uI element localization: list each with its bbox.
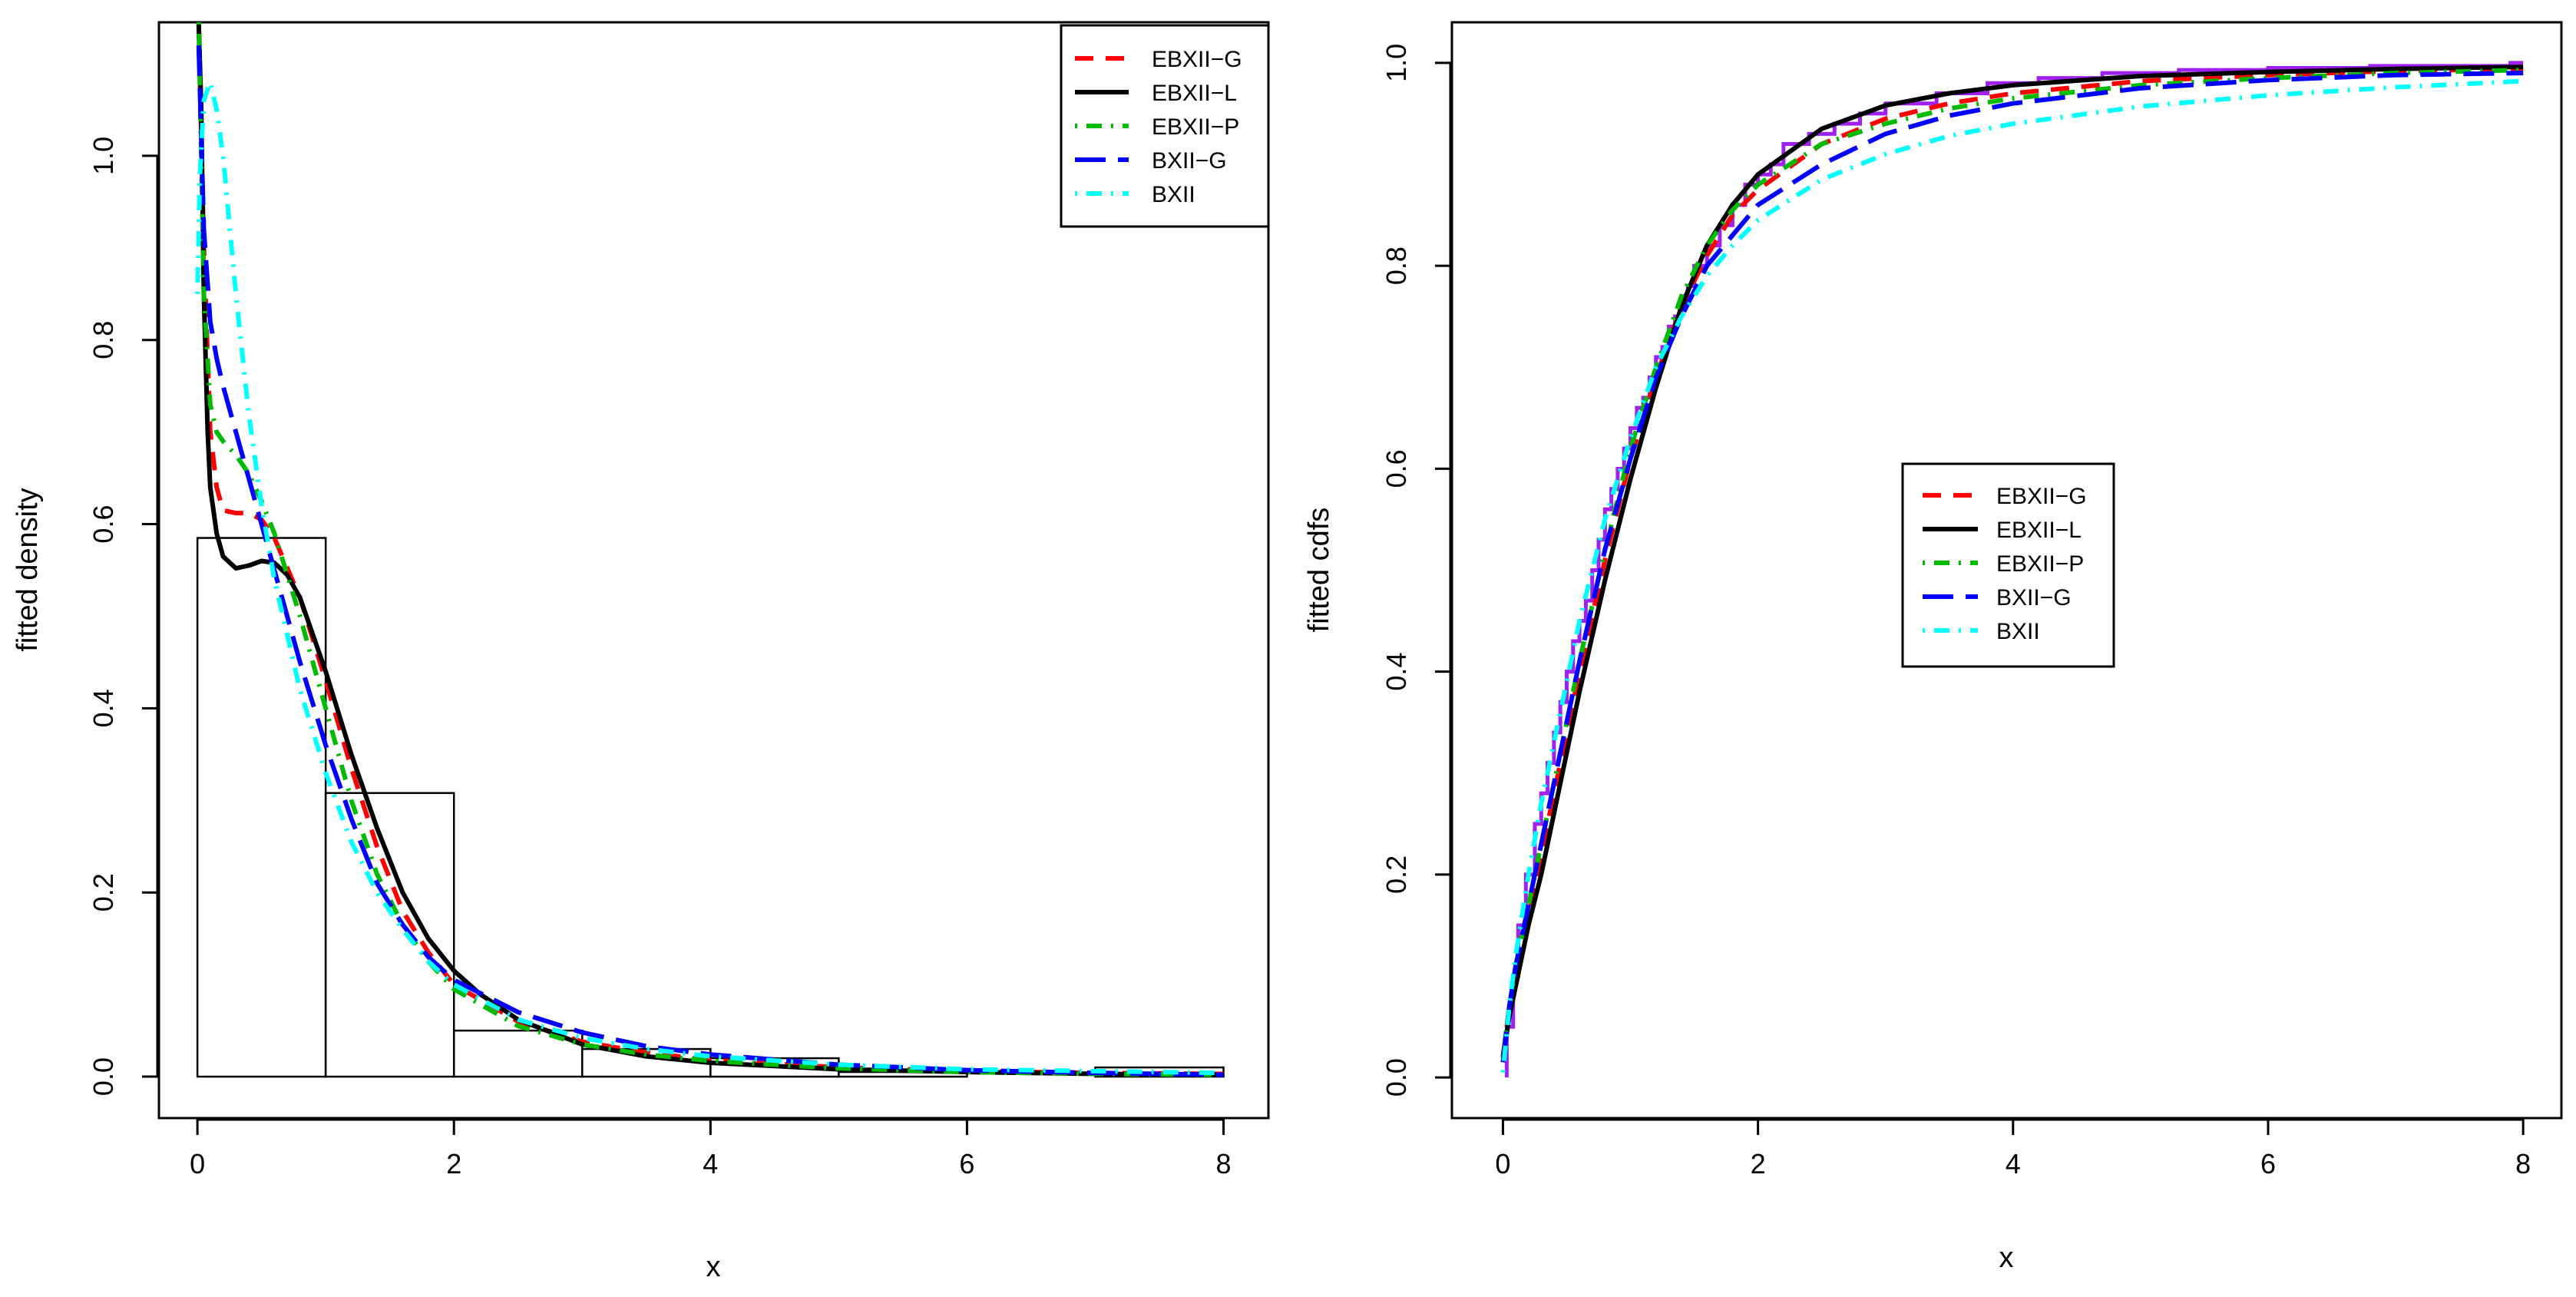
- legend-label: EBXII−G: [1996, 484, 2087, 509]
- curve-ebxii-l: [196, 22, 1224, 1077]
- x-tick-label: 4: [703, 1148, 718, 1180]
- cdf-panel: 0 2 4 6 8 0.0 0.2 0.4 0.6 0.8 1.0 x fitted cdfs E…: [1303, 21, 2563, 1274]
- y-tick-label: 0.6: [1381, 449, 1412, 488]
- legend-label: BXII: [1996, 619, 2040, 644]
- curve-ebxii-p: [196, 22, 1224, 1077]
- legend-label: BXII: [1152, 182, 1195, 207]
- curve-bxii-g: [1500, 71, 2524, 1063]
- plot-box: [1450, 21, 2563, 1120]
- histogram-bar: [324, 792, 455, 1078]
- legend-label: BXII−G: [1152, 148, 1227, 174]
- y-tick-label: 0.4: [88, 689, 119, 727]
- legend: EBXII−G EBXII−L EBXII−P BXII−G BXII: [1060, 24, 1270, 228]
- x-tick-label: 4: [2006, 1148, 2021, 1180]
- legend-label: EBXII−L: [1996, 518, 2082, 543]
- curve-bxii-g: [196, 45, 1224, 1077]
- x-tick-label: 8: [1216, 1148, 1232, 1180]
- y-axis: 0.0 0.2 0.4 0.6 0.8 1.0: [88, 137, 159, 1096]
- y-tick-label: 1.0: [88, 137, 119, 175]
- x-axis: 0 2 4 6 8: [190, 1118, 1232, 1180]
- y-axis: 0.0 0.2 0.4 0.6 0.8 1.0: [1381, 44, 1452, 1097]
- cdf-curves: [1500, 65, 2524, 1073]
- y-tick-label: 0.6: [88, 505, 119, 544]
- legend-label: EBXII−L: [1152, 81, 1237, 106]
- y-tick-label: 0.8: [88, 321, 119, 359]
- x-axis-label: x: [1999, 1242, 2014, 1274]
- empirical-cdf-line: [1504, 61, 2524, 1078]
- y-tick-label: 0.0: [88, 1057, 119, 1096]
- curve-bxii: [1500, 78, 2524, 1073]
- y-tick-label: 0.0: [1381, 1058, 1412, 1097]
- y-tick-label: 0.8: [1381, 246, 1412, 285]
- y-tick-label: 0.4: [1381, 653, 1412, 691]
- legend-label: BXII−G: [1996, 585, 2072, 610]
- y-tick-label: 1.0: [1381, 44, 1412, 82]
- curve-bxii: [195, 79, 1224, 1076]
- y-axis-label: fitted cdfs: [1303, 508, 1335, 633]
- x-tick-label: 0: [190, 1148, 205, 1180]
- density-curves: [195, 22, 1224, 1077]
- curve-ebxii-l: [1500, 65, 2524, 1058]
- legend-label: EBXII−P: [1152, 114, 1239, 140]
- y-tick-label: 0.2: [88, 873, 119, 912]
- empirical-cdf: [1504, 61, 2524, 1078]
- x-tick-label: 2: [446, 1148, 461, 1180]
- plot-box: [157, 21, 1270, 1120]
- x-axis: 0 2 4 6 8: [1495, 1118, 2531, 1180]
- x-tick-label: 8: [2515, 1148, 2531, 1180]
- legend-label: EBXII−P: [1996, 551, 2084, 577]
- x-tick-label: 6: [959, 1148, 974, 1180]
- x-tick-label: 6: [2260, 1148, 2276, 1180]
- legend-label: EBXII−G: [1152, 47, 1242, 72]
- x-tick-label: 0: [1495, 1148, 1510, 1180]
- y-axis-label: fitted density: [12, 488, 44, 651]
- y-tick-label: 0.2: [1381, 855, 1412, 894]
- x-axis-label: x: [706, 1251, 721, 1283]
- density-panel: 0 2 4 6 8 0.0 0.2 0.4 0.6 0.8 1.0 x fitted densit…: [12, 21, 1270, 1283]
- legend: EBXII−G EBXII−L EBXII−P BXII−G BXII: [1901, 462, 2115, 668]
- x-tick-label: 2: [1751, 1148, 1766, 1180]
